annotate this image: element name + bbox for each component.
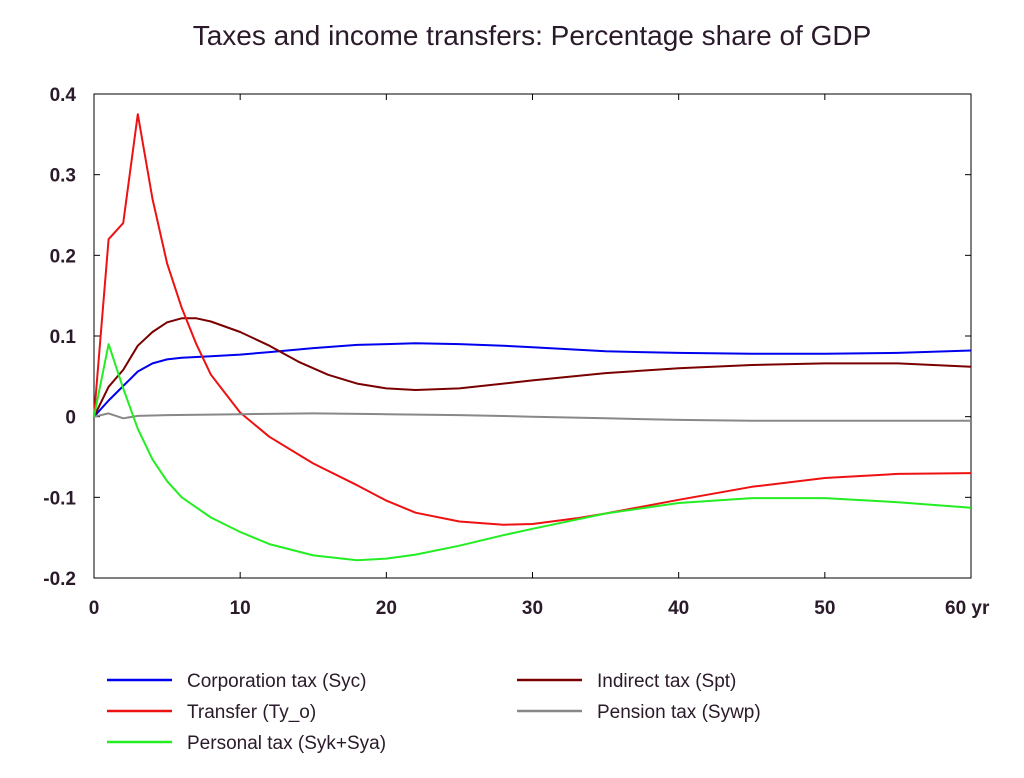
series-lines: [93, 113, 972, 562]
x-tick-label: 50: [814, 598, 835, 619]
x-tick-label: 60 yr: [945, 598, 990, 619]
series-line-2: [93, 113, 972, 526]
y-tick-label: 0.4: [50, 85, 77, 106]
x-tick-label: 10: [230, 598, 251, 619]
x-tick-label: 40: [668, 598, 689, 619]
series-line-0: [93, 342, 972, 418]
y-tick-labels: -0.2 -0.1 0 0.1 0.2 0.3 0.4: [43, 85, 76, 590]
x-tick-labels: 0 10 20 30 40 50 60 yr: [89, 598, 990, 619]
series-line-1: [93, 317, 972, 418]
legend: Corporation tax (Syc) Indirect tax (Spt) T…: [107, 671, 761, 754]
y-tick-label: -0.1: [43, 488, 76, 509]
chart-title: Taxes and income transfers: Percentage s…: [192, 20, 872, 51]
y-tick-label: -0.2: [43, 569, 76, 590]
legend-label: Pension tax (Sywp): [597, 702, 761, 723]
y-tick-label: 0: [65, 408, 76, 429]
x-tick-label: 0: [89, 598, 100, 619]
y-tick-label: 0.3: [50, 166, 76, 187]
series-line-4: [93, 343, 972, 562]
plot-frame: [93, 93, 972, 579]
y-tick-label: 0.2: [50, 246, 76, 267]
y-tick-label: 0.1: [50, 327, 77, 348]
legend-label: Personal tax (Syk+Sya): [187, 733, 386, 754]
tick-marks: [93, 93, 972, 579]
legend-label: Transfer (Ty_o): [187, 702, 316, 723]
x-tick-label: 20: [376, 598, 397, 619]
legend-label: Corporation tax (Syc): [187, 671, 367, 692]
legend-label: Indirect tax (Spt): [597, 671, 736, 692]
series-line-3: [93, 412, 971, 422]
x-tick-label: 30: [522, 598, 543, 619]
